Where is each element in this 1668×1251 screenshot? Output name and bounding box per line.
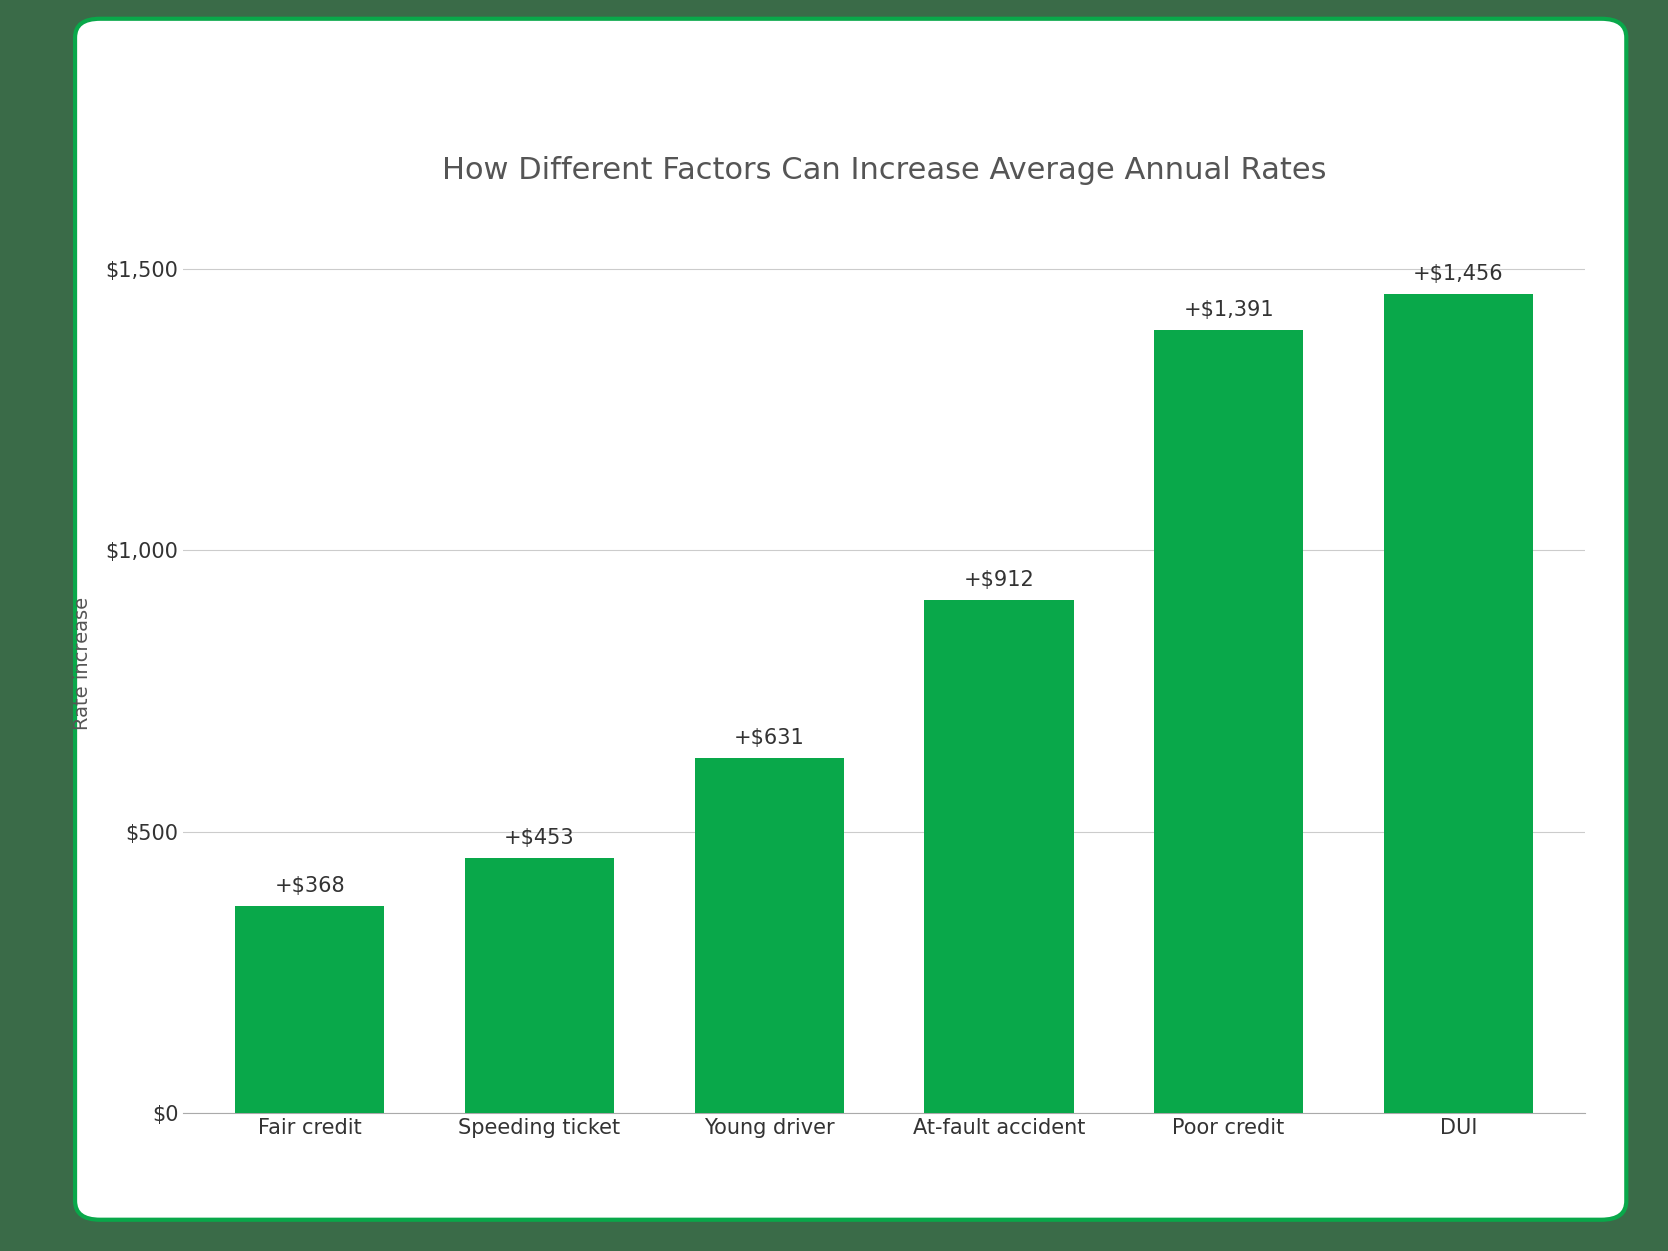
Text: +$453: +$453 xyxy=(504,828,575,848)
Bar xyxy=(235,906,384,1113)
Title: How Different Factors Can Increase Average Annual Rates: How Different Factors Can Increase Avera… xyxy=(442,156,1326,185)
Text: +$1,456: +$1,456 xyxy=(1413,264,1503,284)
Bar xyxy=(1384,294,1533,1113)
Bar xyxy=(924,600,1074,1113)
Y-axis label: Rate increase: Rate increase xyxy=(73,597,92,729)
Bar xyxy=(465,858,614,1113)
Text: +$1,391: +$1,391 xyxy=(1183,300,1274,320)
Text: +$368: +$368 xyxy=(275,876,345,896)
Text: +$912: +$912 xyxy=(964,570,1034,590)
Bar xyxy=(694,758,844,1113)
Text: +$631: +$631 xyxy=(734,728,804,748)
Bar xyxy=(1154,330,1303,1113)
